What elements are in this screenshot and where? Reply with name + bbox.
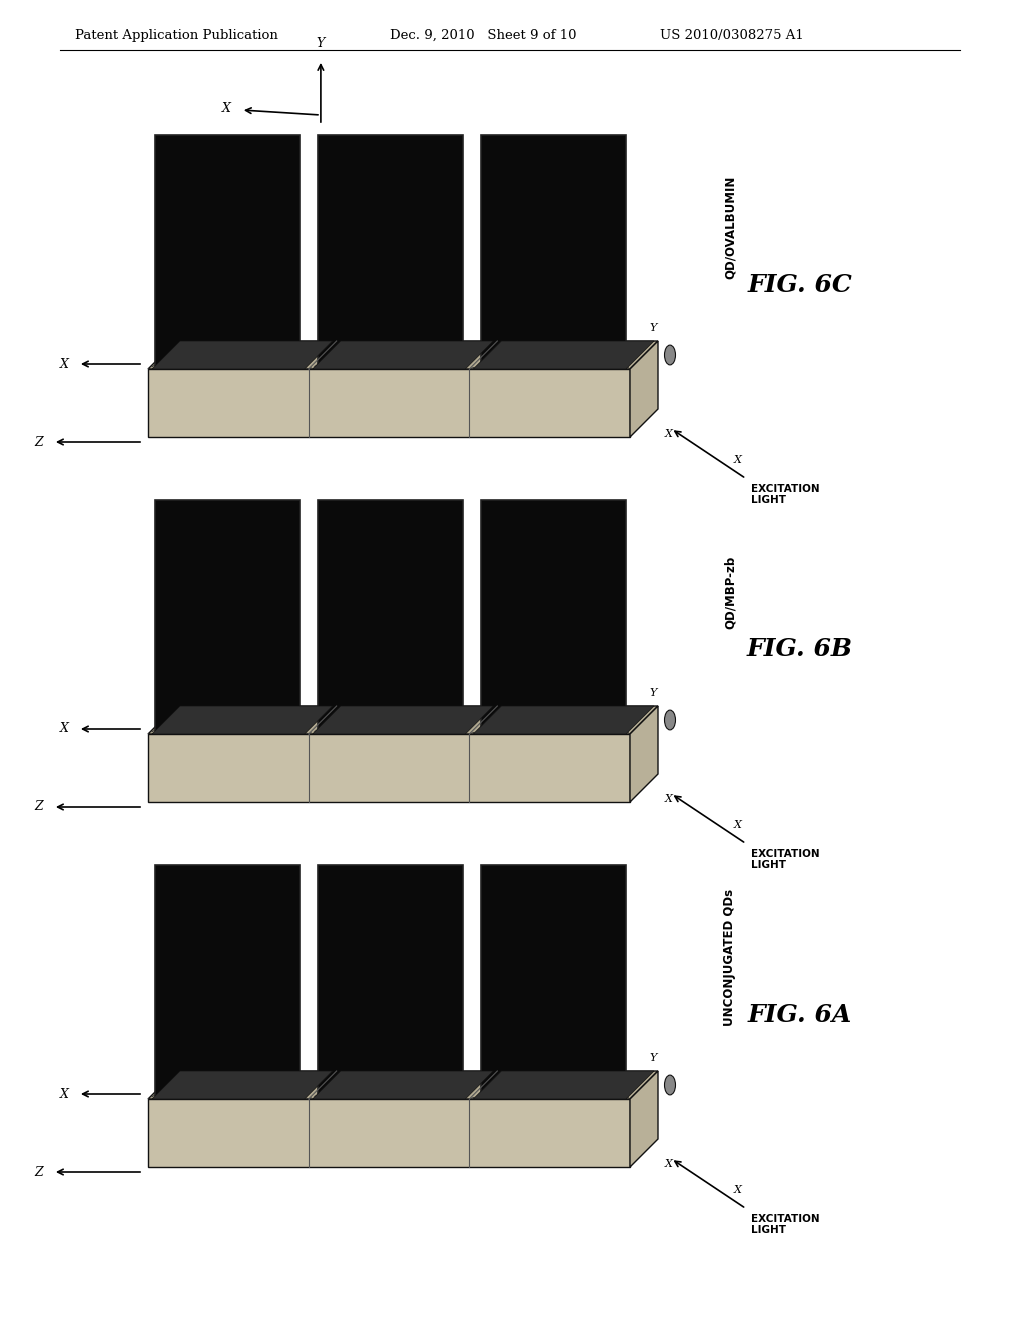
Polygon shape xyxy=(148,734,630,803)
Polygon shape xyxy=(312,1071,494,1100)
Text: EXCITATION
LIGHT: EXCITATION LIGHT xyxy=(751,849,819,870)
Text: FIG. 6C: FIG. 6C xyxy=(748,272,852,297)
Polygon shape xyxy=(148,1071,658,1100)
Text: X: X xyxy=(665,1159,673,1170)
Polygon shape xyxy=(630,706,658,803)
Bar xyxy=(155,865,300,1096)
Ellipse shape xyxy=(665,1074,676,1094)
Polygon shape xyxy=(148,706,658,734)
Ellipse shape xyxy=(665,345,676,364)
Bar xyxy=(481,135,626,366)
Text: QD/MBP-zb: QD/MBP-zb xyxy=(724,556,736,628)
Polygon shape xyxy=(148,1100,630,1167)
Bar xyxy=(481,500,626,730)
Text: X: X xyxy=(734,820,742,829)
Text: X: X xyxy=(221,102,230,115)
Text: Z: Z xyxy=(35,1166,43,1179)
Polygon shape xyxy=(312,706,494,734)
Text: X: X xyxy=(59,358,69,371)
Polygon shape xyxy=(630,341,658,437)
Bar xyxy=(318,500,463,730)
Text: Z: Z xyxy=(35,436,43,449)
Polygon shape xyxy=(152,341,333,370)
Text: EXCITATION
LIGHT: EXCITATION LIGHT xyxy=(751,483,819,506)
Text: Dec. 9, 2010   Sheet 9 of 10: Dec. 9, 2010 Sheet 9 of 10 xyxy=(390,29,577,41)
Text: FIG. 6B: FIG. 6B xyxy=(746,638,853,661)
Polygon shape xyxy=(630,1071,658,1167)
Bar xyxy=(155,135,300,366)
Polygon shape xyxy=(152,1071,333,1100)
Bar xyxy=(481,865,626,1096)
Bar xyxy=(318,135,463,366)
Text: UNCONJUGATED QDs: UNCONJUGATED QDs xyxy=(724,888,736,1026)
Polygon shape xyxy=(473,1071,654,1100)
Text: X: X xyxy=(665,795,673,804)
Bar xyxy=(155,500,300,730)
Text: X: X xyxy=(734,1184,742,1195)
Text: Y: Y xyxy=(649,1053,656,1063)
Text: X: X xyxy=(665,429,673,440)
Text: QD/OVALBUMIN: QD/OVALBUMIN xyxy=(724,176,736,279)
Polygon shape xyxy=(148,370,630,437)
Polygon shape xyxy=(152,706,333,734)
Text: EXCITATION
LIGHT: EXCITATION LIGHT xyxy=(751,1213,819,1236)
Text: Y: Y xyxy=(316,37,325,50)
Text: Y: Y xyxy=(649,688,656,698)
Text: X: X xyxy=(734,454,742,465)
Text: Z: Z xyxy=(35,800,43,813)
Text: FIG. 6A: FIG. 6A xyxy=(748,1002,852,1027)
Text: US 2010/0308275 A1: US 2010/0308275 A1 xyxy=(660,29,804,41)
Bar xyxy=(318,865,463,1096)
Text: Patent Application Publication: Patent Application Publication xyxy=(75,29,278,41)
Text: X: X xyxy=(59,722,69,735)
Polygon shape xyxy=(312,341,494,370)
Polygon shape xyxy=(148,341,658,370)
Ellipse shape xyxy=(665,710,676,730)
Polygon shape xyxy=(473,706,654,734)
Polygon shape xyxy=(473,341,654,370)
Text: Y: Y xyxy=(649,323,656,333)
Text: X: X xyxy=(59,1088,69,1101)
